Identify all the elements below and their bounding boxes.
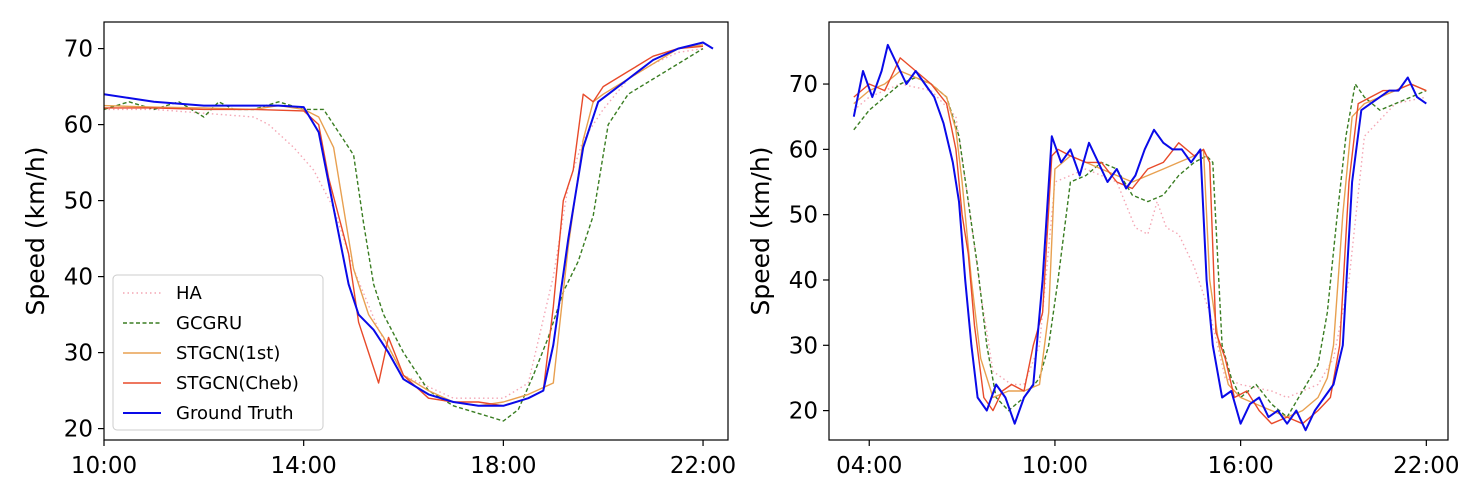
y-tick-label: 60 [789,137,818,163]
series-line-gcgru [853,76,1427,418]
y-tick-label: 50 [789,203,818,229]
plot-frame [828,21,1449,441]
legend-label: STGCN(1st) [176,343,280,364]
y-tick-label: 40 [64,265,93,291]
y-tick-label: 20 [64,417,93,443]
x-tick-label: 22:00 [670,453,736,479]
y-tick-label: 20 [789,399,818,425]
series-line-stgcn-1st- [853,70,1427,418]
series-line-stgcn-cheb- [853,57,1427,425]
x-tick-label: 14:00 [271,453,337,479]
legend-box [112,274,324,431]
legend: HA GCGRU STGCN(1st) STGCN(Cheb) Ground Truth [112,274,324,431]
legend-label: STGCN(Cheb) [176,373,299,394]
series-line-gcgru [104,48,704,422]
plot-frame [103,21,729,441]
y-tick-label: 60 [64,113,93,139]
x-tick-label: 10:00 [1022,453,1088,479]
series-line-ground-truth [852,43,1427,432]
y-tick-label: 70 [64,37,93,63]
series-line-ground-truth [104,41,714,407]
legend-label: GCGRU [176,313,242,334]
x-tick-label: 16:00 [1207,453,1273,479]
legend-label: Ground Truth [176,403,294,424]
y-tick-label: 30 [789,333,818,359]
y-tick-label: 70 [789,72,818,98]
y-tick-label: 50 [64,189,93,215]
y-axis-label: Speed (km/h) [21,147,50,316]
x-tick-label: 18:00 [470,453,536,479]
x-tick-label: 22:00 [1393,453,1459,479]
chart-panel-2: 04:00 10:00 16:00 22:00 20 30 40 50 60 70 Speed (k… [746,21,1459,479]
x-tick-label: 04:00 [836,453,902,479]
chart-panel-1: 10:00 14:00 18:00 22:00 20 30 40 50 60 70 Speed (k… [21,21,736,479]
legend-label: HA [176,283,203,304]
y-tick-label: 40 [789,268,818,294]
x-tick-label: 10:00 [71,453,137,479]
y-axis-label: Speed (km/h) [746,147,775,316]
y-tick-label: 30 [64,341,93,367]
series-line-stgcn-cheb- [104,45,704,407]
